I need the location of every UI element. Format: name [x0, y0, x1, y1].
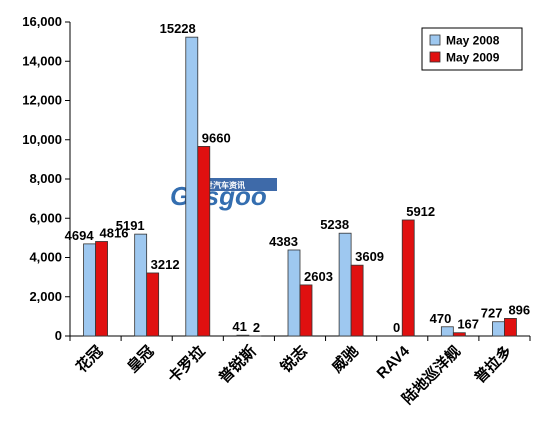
y-tick-label: 6,000 [29, 210, 62, 225]
bar-may-2009 [95, 241, 108, 337]
y-tick-label: 10,000 [22, 132, 62, 147]
bar-may-2008 [236, 334, 250, 337]
y-tick-label: 0 [55, 328, 62, 343]
y-tick-label: 12,000 [22, 93, 62, 108]
legend-swatch-may-2009 [429, 51, 441, 63]
bar-may-2009 [299, 284, 313, 337]
bar-may-2008 [185, 36, 199, 337]
bar-may-2009 [452, 332, 466, 337]
bar-may-2008 [134, 233, 148, 337]
bar-may-2008 [287, 249, 301, 337]
data-label-may-2009: 3609 [355, 249, 384, 264]
bar-may-2009 [197, 146, 211, 337]
data-label-may-2009: 5912 [406, 204, 435, 219]
y-tick-label: 14,000 [22, 53, 62, 68]
data-label-may-2009: 4816 [100, 225, 129, 240]
legend-label-may-2009: May 2009 [446, 51, 500, 65]
legend: May 2008 May 2009 [421, 27, 523, 71]
bar-may-2008 [338, 232, 352, 337]
data-label-may-2008: 5238 [320, 217, 349, 232]
bar-may-2008 [83, 243, 96, 337]
y-tick-label: 4,000 [29, 250, 62, 265]
bar-may-2009 [504, 318, 517, 337]
data-label-may-2008: 470 [430, 311, 452, 326]
bars-group [83, 36, 517, 337]
data-label-may-2009: 167 [457, 317, 479, 332]
bar-may-2008 [492, 321, 505, 337]
y-tick-label: 16,000 [22, 14, 62, 29]
watermark-en-text: Gasgoo [170, 181, 267, 211]
bar-may-2009 [401, 219, 415, 337]
y-tick-label: 8,000 [29, 171, 62, 186]
bar-may-2009 [350, 264, 364, 337]
watermark-banner [193, 178, 277, 191]
watermark-cn-text: 盖世汽车资讯 [197, 180, 245, 190]
data-label-may-2009: 2603 [304, 269, 333, 284]
data-label-may-2009: 2 [253, 320, 260, 335]
data-label-may-2009: 9660 [202, 130, 231, 145]
legend-label-may-2008: May 2008 [446, 34, 500, 48]
legend-swatch-may-2008 [429, 34, 441, 46]
bar-may-2009 [146, 272, 160, 337]
data-label-may-2008: 4694 [65, 228, 95, 243]
bar-may-2008 [440, 326, 454, 337]
data-label-may-2008: 5191 [116, 218, 145, 233]
data-label-may-2009: 896 [508, 302, 530, 317]
data-label-may-2008: 15228 [160, 21, 196, 36]
data-label-may-2009: 3212 [151, 257, 180, 272]
legend-box [421, 27, 523, 71]
data-label-may-2008: 41 [232, 319, 246, 334]
data-label-may-2008: 727 [481, 306, 503, 321]
data-label-may-2008: 4383 [269, 234, 298, 249]
data-label-may-2008: 0 [393, 320, 400, 335]
y-tick-label: 2,000 [29, 289, 62, 304]
